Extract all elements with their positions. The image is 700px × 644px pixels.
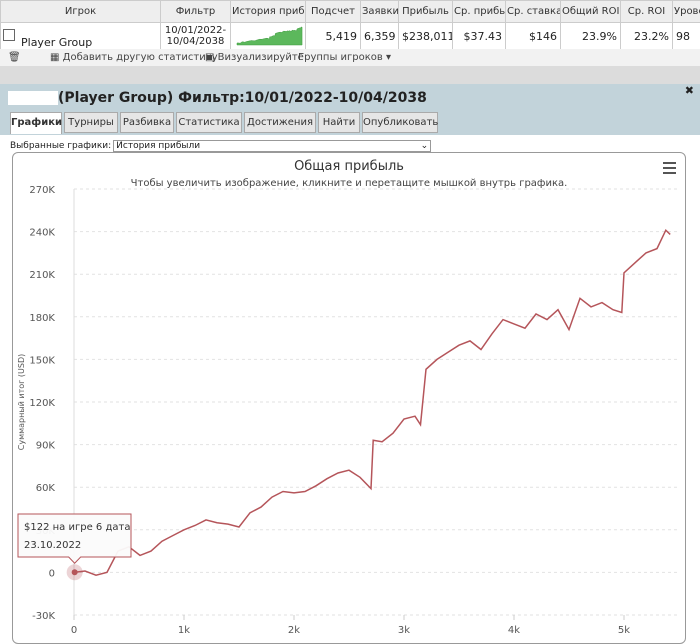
cell: 23.2% [621, 23, 673, 50]
y-tick-label: 0 [49, 568, 55, 579]
select-value: История прибыли [116, 141, 200, 151]
y-tick-label: 270K [29, 185, 55, 196]
add-stat[interactable]: ▦ Добавить другую статистику [50, 52, 218, 63]
tab[interactable]: Опубликовать [362, 112, 438, 133]
player-cell[interactable]: Player Group [1, 23, 161, 50]
y-tick-label: 90K [36, 441, 56, 452]
tab[interactable]: Графики [10, 112, 62, 134]
sparkline-cell [231, 23, 306, 50]
add-stat-label: Добавить другую статистику [63, 52, 218, 63]
profit-line [74, 230, 670, 575]
delete-icon[interactable]: 🗑 [8, 52, 21, 63]
groups-label: Группы игроков [298, 52, 383, 63]
visualize[interactable]: ▣ Визуализируйте [205, 52, 304, 63]
data-row[interactable]: Player Group 10/01/2022-10/04/2038 5,419… [1, 23, 700, 50]
x-tick-label: 5k [618, 625, 630, 636]
tab[interactable]: Найти [318, 112, 360, 133]
tooltip-text: $122 на игре 6 дата [24, 522, 130, 533]
column-header[interactable]: Общий ROI [561, 1, 621, 23]
hover-point [72, 569, 78, 575]
redacted [8, 91, 58, 105]
panel-title-wrap: (Player Group) Фильтр:10/01/2022-10/04/2… [8, 90, 427, 106]
chart-title: Общая прибыль [294, 159, 404, 174]
column-header[interactable]: Фильтр [161, 1, 231, 23]
column-header[interactable]: Заявки [361, 1, 399, 23]
tab[interactable]: Турниры [64, 112, 118, 133]
groups[interactable]: Группы игроков ▾ [298, 52, 391, 63]
column-header[interactable]: Уровень [673, 1, 700, 23]
filter: 10/01/2022-10/04/2038 [161, 23, 231, 50]
checkbox[interactable] [3, 29, 15, 41]
menu-icon[interactable] [663, 167, 676, 169]
player: Player Group [21, 36, 92, 49]
x-tick-label: 0 [71, 625, 77, 636]
cell: $146 [506, 23, 561, 50]
tooltip-date: 23.10.2022 [24, 540, 81, 551]
chart-subtitle: Чтобы увеличить изображение, кликните и … [131, 178, 568, 189]
panel-title: (Player Group) Фильтр:10/01/2022-10/04/2… [58, 90, 427, 106]
column-header[interactable]: Ср. ROI [621, 1, 673, 23]
y-tick-label: 120K [29, 398, 55, 409]
separator [0, 66, 700, 84]
toolbar: 🗑 ▦ Добавить другую статистику ▣ Визуали… [0, 49, 700, 66]
chart: Общая прибыль Чтобы увеличить изображение… [13, 153, 685, 636]
menu-icon[interactable] [663, 162, 676, 164]
chart-select: Выбранные графики: История прибыли ⌄ [10, 140, 431, 152]
tab[interactable]: Статистика [176, 112, 242, 133]
select[interactable]: История прибыли ⌄ [113, 140, 431, 152]
column-header[interactable]: Подсчет [306, 1, 361, 23]
tab[interactable]: Разбивка [120, 112, 174, 133]
x-tick-label: 3k [398, 625, 410, 636]
column-header[interactable]: Ср. прибыль [453, 1, 506, 23]
column-header[interactable]: Игрок [1, 1, 161, 23]
visualize-label: Визуализируйте [218, 52, 304, 63]
y-tick-label: 150K [29, 355, 55, 366]
y-tick-label: 60K [36, 483, 56, 494]
cell: $238,011 [399, 23, 453, 50]
close-button[interactable]: ✖ [685, 84, 694, 97]
x-tick-label: 4k [508, 625, 520, 636]
cell: 23.9% [561, 23, 621, 50]
sparkline-area [237, 26, 302, 44]
x-tick-label: 2k [288, 625, 300, 636]
cell: $37.43 [453, 23, 506, 50]
y-tick-label: 180K [29, 313, 55, 324]
y-tick-label: 210K [29, 270, 55, 281]
column-header[interactable]: История прибыли [231, 1, 306, 23]
select-label: Выбранные графики: [10, 141, 111, 151]
cell: 6,359 [361, 23, 399, 50]
chart-container: Общая прибыль Чтобы увеличить изображение… [12, 152, 686, 644]
column-header[interactable]: Ср. ставка [506, 1, 561, 23]
column-header[interactable]: Прибыль [399, 1, 453, 23]
x-tick-label: 1k [178, 625, 190, 636]
y-axis-label: Суммарный итог (USD) [17, 354, 26, 451]
y-tick-label: 240K [29, 228, 55, 239]
sparkline [235, 24, 305, 46]
cell: 5,419 [306, 23, 361, 50]
panel-header: (Player Group) Фильтр:10/01/2022-10/04/2… [0, 84, 700, 135]
cell: 98 [673, 23, 700, 50]
select-arrow: ⌄ [421, 141, 429, 151]
menu-icon[interactable] [663, 172, 676, 174]
tab[interactable]: Достижения [244, 112, 316, 133]
y-tick-label: -30K [32, 611, 55, 622]
